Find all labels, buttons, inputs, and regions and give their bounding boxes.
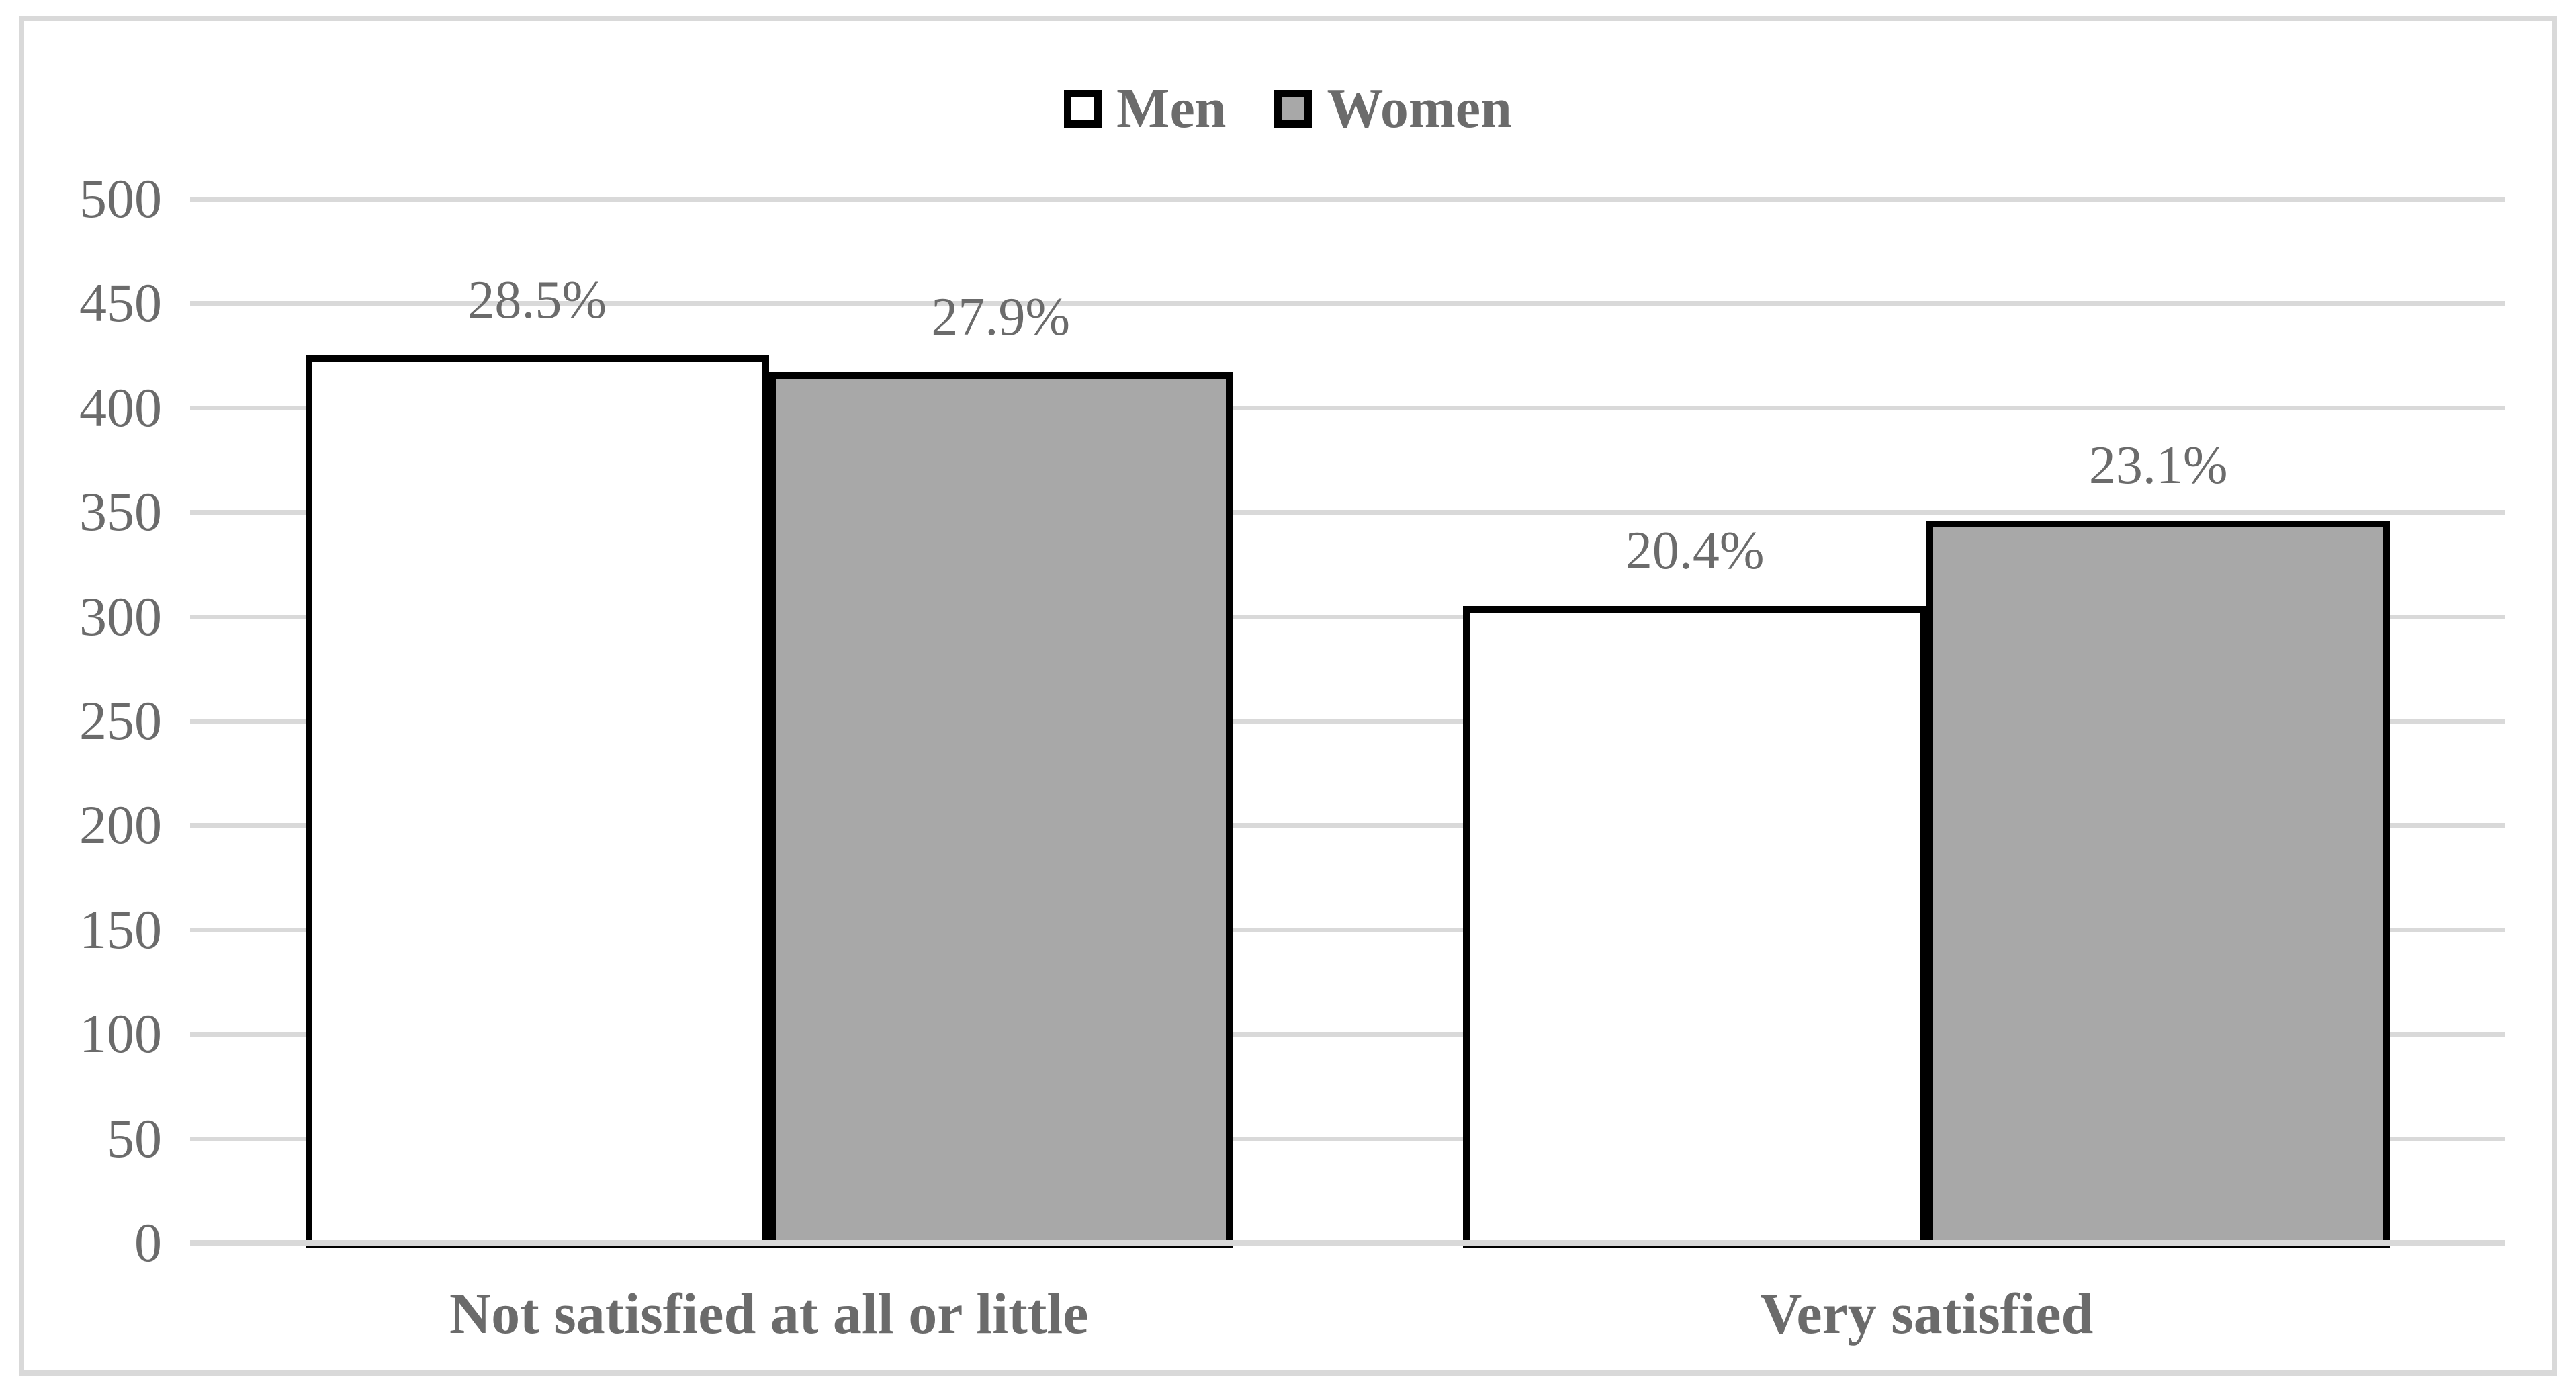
legend-swatch-men-icon bbox=[1064, 90, 1102, 128]
x-axis-category-label-0: Not satisfied at all or little bbox=[449, 1281, 1089, 1346]
y-tick-label: 50 bbox=[107, 1107, 162, 1169]
y-tick-label: 300 bbox=[79, 585, 162, 647]
legend-swatch-women-icon bbox=[1274, 90, 1313, 128]
gridline bbox=[190, 719, 2505, 724]
x-axis-line bbox=[190, 1240, 2505, 1246]
y-tick-label: 450 bbox=[79, 272, 162, 334]
y-tick-label: 400 bbox=[79, 376, 162, 438]
gridline bbox=[190, 823, 2505, 828]
y-tick-label: 100 bbox=[79, 1003, 162, 1065]
bar-women-0 bbox=[768, 372, 1233, 1248]
bar-women-1 bbox=[1926, 520, 2391, 1248]
chart-frame: Men Women 500 450 400 350 300 250 200 150 100 50 0 2… bbox=[19, 16, 2557, 1376]
gridline bbox=[190, 614, 2505, 619]
gridline bbox=[190, 927, 2505, 932]
gridline bbox=[190, 1136, 2505, 1141]
gridline bbox=[190, 301, 2505, 306]
gridline bbox=[190, 1032, 2505, 1037]
y-tick-label: 150 bbox=[79, 898, 162, 960]
legend-item-men: Men bbox=[1064, 81, 1226, 137]
bar-label-men-0: 28.5% bbox=[468, 271, 607, 331]
y-tick-label: 0 bbox=[134, 1212, 162, 1273]
y-tick-label: 350 bbox=[79, 481, 162, 543]
gridline bbox=[190, 197, 2505, 202]
y-tick-label: 200 bbox=[79, 794, 162, 856]
bar-men-1 bbox=[1463, 606, 1927, 1248]
x-axis-category-label-1: Very satisfied bbox=[1760, 1281, 2094, 1346]
y-tick-label: 250 bbox=[79, 690, 162, 751]
bar-label-women-1: 23.1% bbox=[2088, 435, 2228, 495]
bar-label-women-0: 27.9% bbox=[931, 287, 1071, 347]
bar-men-0 bbox=[305, 355, 769, 1248]
gridline bbox=[190, 405, 2505, 410]
y-tick-label: 500 bbox=[79, 168, 162, 229]
bar-label-men-1: 20.4% bbox=[1625, 521, 1765, 581]
gridline bbox=[190, 510, 2505, 515]
legend-label: Women bbox=[1327, 77, 1512, 140]
legend-label: Men bbox=[1116, 77, 1227, 140]
legend: Men Women bbox=[24, 81, 2552, 137]
legend-item-women: Women bbox=[1274, 77, 1512, 140]
